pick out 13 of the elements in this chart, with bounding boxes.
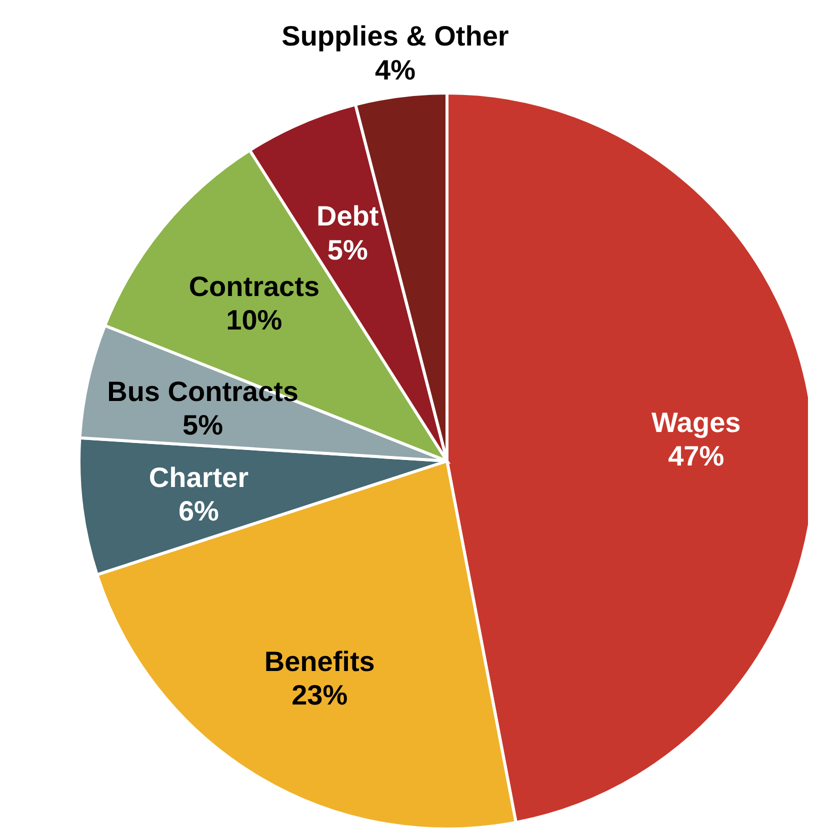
- data-label: 5%: [182, 409, 224, 440]
- data-label: 5%: [327, 234, 368, 266]
- slice-label: Charter: [148, 462, 249, 493]
- slice-label: Wages: [652, 406, 741, 438]
- slice-label: Contracts: [188, 270, 320, 302]
- data-label: 10%: [226, 304, 282, 336]
- data-label: 23%: [292, 679, 348, 710]
- slice-label: Debt: [316, 200, 379, 232]
- data-label: 4%: [375, 54, 416, 86]
- data-label: 47%: [668, 440, 724, 472]
- slice-label: Benefits: [264, 646, 375, 677]
- slice-label: Supplies & Other: [282, 20, 509, 52]
- data-label: 6%: [178, 495, 220, 526]
